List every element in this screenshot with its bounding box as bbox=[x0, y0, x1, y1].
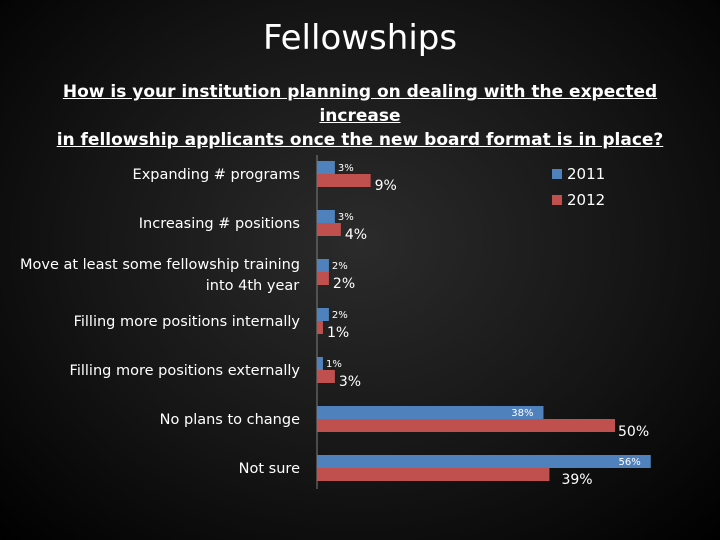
chart-question: How is your institution planning on deal… bbox=[20, 80, 700, 152]
data-label-2012: 39% bbox=[561, 472, 592, 488]
data-label-2011: 2% bbox=[332, 310, 348, 321]
bar-2011 bbox=[317, 455, 651, 468]
legend-label-2011: 2011 bbox=[567, 165, 605, 183]
data-label-2011: 1% bbox=[326, 359, 342, 370]
bar-2011 bbox=[317, 210, 335, 223]
bar-2012 bbox=[317, 419, 615, 432]
bar-2011 bbox=[317, 161, 335, 174]
bar-2011 bbox=[317, 406, 544, 419]
bar-2012 bbox=[317, 223, 341, 236]
bar-2011 bbox=[317, 357, 323, 370]
bar-2011 bbox=[317, 259, 329, 272]
data-label-2012: 9% bbox=[375, 178, 397, 194]
category-label: Move at least some fellowship training bbox=[20, 257, 300, 273]
legend-swatch-2011 bbox=[552, 169, 562, 179]
bar-2012 bbox=[317, 321, 323, 334]
data-label-2012: 1% bbox=[327, 325, 349, 341]
data-label-2012: 2% bbox=[333, 276, 355, 292]
bar-2011 bbox=[317, 308, 329, 321]
category-label: into 4th year bbox=[206, 278, 299, 294]
bar-2012 bbox=[317, 272, 329, 285]
category-label: Filling more positions externally bbox=[70, 363, 301, 379]
data-label-2012: 4% bbox=[345, 227, 367, 243]
bar-2012 bbox=[317, 174, 371, 187]
bar-2012 bbox=[317, 370, 335, 383]
legend-swatch-2012 bbox=[552, 195, 562, 205]
slide-title: Fellowships bbox=[262, 18, 458, 58]
category-label: Increasing # positions bbox=[139, 216, 300, 232]
category-label: Expanding # programs bbox=[133, 167, 300, 183]
legend-label-2012: 2012 bbox=[567, 191, 605, 209]
category-label: No plans to change bbox=[160, 412, 300, 428]
category-label: Filling more positions internally bbox=[74, 314, 301, 330]
chart-question-line-1: How is your institution planning on deal… bbox=[62, 82, 658, 126]
data-label-2011: 56% bbox=[619, 457, 641, 468]
data-label-2012: 50% bbox=[618, 424, 649, 440]
data-label-2011: 38% bbox=[511, 408, 533, 419]
data-label-2012: 3% bbox=[339, 374, 361, 390]
data-label-2011: 3% bbox=[338, 212, 354, 223]
data-label-2011: 2% bbox=[332, 261, 348, 272]
chart-question-line-2: in fellowship applicants once the new bo… bbox=[56, 130, 664, 150]
data-label-2011: 3% bbox=[338, 163, 354, 174]
category-label: Not sure bbox=[239, 461, 300, 477]
bar-2012 bbox=[317, 468, 550, 481]
